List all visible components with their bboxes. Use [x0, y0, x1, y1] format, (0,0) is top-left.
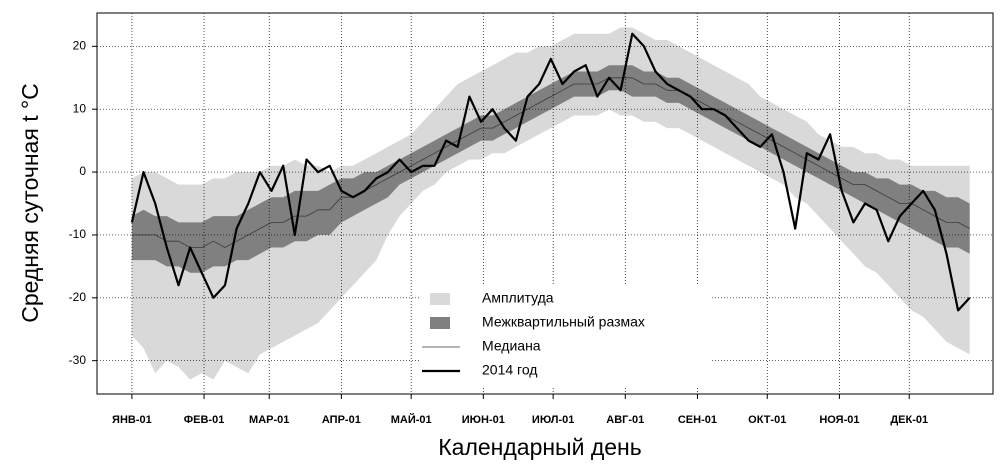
x-tick-label: НОЯ-01	[819, 414, 859, 426]
data-line	[130, 32, 971, 312]
legend-label: 2014 год	[482, 362, 537, 378]
band-area	[131, 27, 970, 380]
x-tick-label: ИЮН-01	[462, 414, 505, 426]
legend-box	[420, 284, 710, 388]
y-tick-label: 20	[73, 38, 87, 52]
legend-swatch	[430, 317, 450, 329]
x-tick-label: ЯНВ-01	[112, 414, 152, 426]
x-tick-label: АПР-01	[322, 414, 361, 426]
y-tick-label: 10	[73, 101, 87, 115]
x-tick-label: ДЕК-01	[890, 414, 928, 426]
plot-frame	[96, 12, 994, 395]
legend-label: Амплитуда	[482, 290, 554, 306]
legend-label: Медиана	[482, 338, 541, 354]
legend-label: Межквартильный размах	[482, 314, 645, 330]
x-tick-label: АВГ-01	[606, 414, 644, 426]
y-tick-label: -30	[69, 353, 87, 367]
y-tick-label: 0	[79, 164, 86, 178]
legend-swatch	[430, 293, 450, 305]
x-tick-label: МАЙ-01	[391, 413, 432, 426]
x-tick-label: ОКТ-01	[748, 414, 786, 426]
x-tick-label: МАР-01	[249, 414, 289, 426]
y-axis-title: Средняя суточная t °C	[17, 83, 43, 323]
x-tick-label: СЕН-01	[678, 414, 717, 426]
x-axis-title: Календарный день	[438, 434, 641, 460]
data-line	[131, 77, 970, 248]
y-tick-label: -20	[69, 290, 87, 304]
x-tick-label: ФЕВ-01	[184, 414, 225, 426]
y-tick-label: -10	[69, 227, 87, 241]
x-tick-label: ИЮЛ-01	[532, 414, 574, 426]
